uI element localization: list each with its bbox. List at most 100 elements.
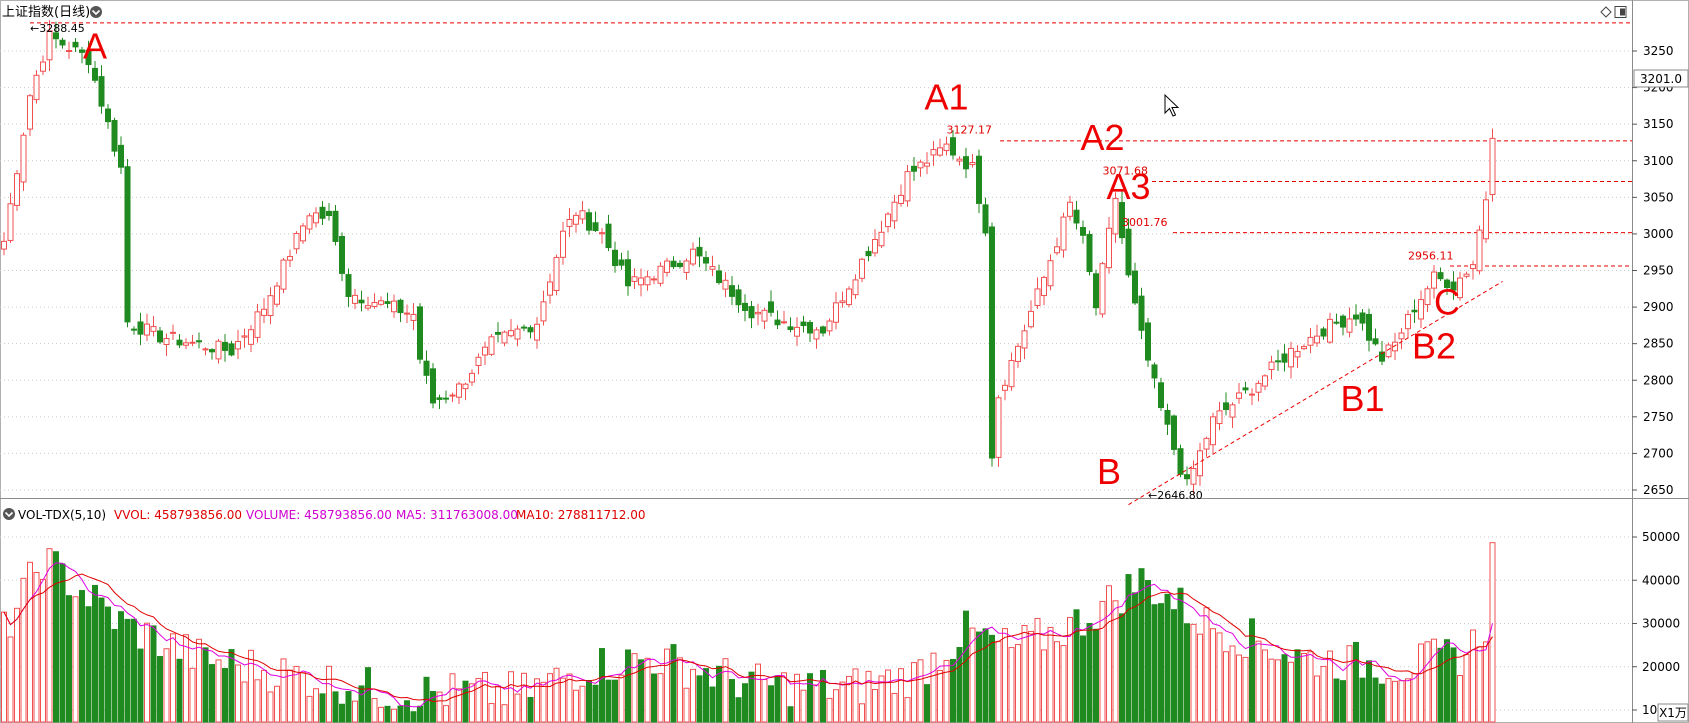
chevron-down-icon[interactable] <box>3 508 15 520</box>
price-tick-label: 3250 <box>1643 44 1674 58</box>
candle-body <box>1021 330 1028 349</box>
candle-body <box>1470 264 1476 270</box>
volume-tick-label: 40000 <box>1642 573 1680 587</box>
candle-body <box>878 231 885 247</box>
candle-body <box>794 326 800 337</box>
volume-bar <box>170 633 176 723</box>
volume-bar <box>1242 656 1249 723</box>
candle-body <box>1216 410 1223 425</box>
volume-bar <box>157 656 163 723</box>
candle-body <box>1418 299 1424 320</box>
candle-body <box>1132 270 1138 304</box>
candle-body <box>118 144 124 168</box>
candle-body <box>1184 474 1190 480</box>
volume-bar <box>1177 587 1184 723</box>
volume-bar <box>1171 609 1177 723</box>
candle-body <box>456 383 462 398</box>
volume-bar <box>1158 603 1164 723</box>
volume-bar <box>436 691 443 723</box>
volume-bar <box>371 698 378 723</box>
candle-body <box>462 383 469 390</box>
price-value-label: ←3288.45 <box>30 22 85 35</box>
volume-bar <box>1203 607 1210 723</box>
candle-body <box>820 326 826 334</box>
volume-bar <box>618 674 625 723</box>
candle-body <box>319 206 326 219</box>
candle-body <box>989 226 995 459</box>
candle-body <box>1424 288 1431 306</box>
chevron-down-icon[interactable] <box>90 6 102 18</box>
price-tick-label: 2900 <box>1643 300 1674 314</box>
volume-bar <box>1255 640 1262 723</box>
candle-body <box>163 337 170 346</box>
price-value-label: ←2646.80 <box>1148 489 1203 502</box>
candle-body <box>306 215 313 230</box>
candle-body <box>664 260 670 273</box>
candle-body <box>170 331 176 334</box>
volume-bar <box>1320 665 1327 723</box>
volume-bar <box>976 631 982 723</box>
volume-bar <box>774 675 781 723</box>
candle-body <box>553 256 560 292</box>
candle-body <box>1047 260 1054 287</box>
diamond-icon[interactable] <box>1600 6 1612 18</box>
volume-bar <box>813 684 820 723</box>
candle-body <box>722 279 729 290</box>
volume-bar <box>898 668 904 723</box>
candle-body <box>612 249 618 267</box>
candle-body <box>1411 309 1418 313</box>
volume-bar <box>1288 661 1294 723</box>
candle-body <box>508 330 514 337</box>
volume-bar <box>1431 638 1437 723</box>
candle-body <box>1307 336 1314 346</box>
candle-body <box>995 397 1002 458</box>
volume-bar <box>1229 645 1236 723</box>
volume-bar <box>800 689 807 723</box>
volume-bar <box>1041 649 1047 723</box>
volume-bar <box>1476 646 1483 723</box>
candle-body <box>228 343 235 356</box>
candle-body <box>1359 312 1366 324</box>
current-price-box: 3201.0 <box>1633 69 1689 88</box>
volume-bar <box>1008 647 1015 723</box>
volume-bar <box>1047 626 1054 723</box>
volume-bar <box>1164 593 1171 723</box>
candle-body <box>852 279 859 296</box>
volume-bar <box>1307 651 1314 723</box>
candle-body <box>761 309 768 322</box>
volume-label: VOLUME: 458793856.00 <box>246 508 392 522</box>
volume-bar <box>872 689 878 723</box>
candle-body <box>1008 359 1015 388</box>
volume-bar <box>1216 632 1223 723</box>
volume-bar <box>963 610 969 723</box>
candle-body <box>696 246 703 257</box>
candle-body <box>716 270 722 284</box>
window-restore-icon[interactable] <box>1614 6 1627 18</box>
volume-bar <box>189 667 196 723</box>
price-tick-label: 3100 <box>1643 154 1674 168</box>
candle-body <box>1314 335 1320 344</box>
volume-bar <box>1073 609 1080 723</box>
volume-bar <box>592 684 599 723</box>
candle-body <box>846 288 852 306</box>
volume-bar <box>586 679 592 723</box>
volume-bar <box>313 688 319 723</box>
candle-body <box>1392 341 1398 352</box>
candle-body <box>1366 313 1372 341</box>
candle-body <box>1028 310 1034 328</box>
volume-bar <box>124 618 131 723</box>
volume-bar <box>969 627 976 723</box>
price-tick-label: 2950 <box>1643 264 1674 278</box>
volume-bar <box>66 595 72 723</box>
volume-bar <box>79 590 85 723</box>
volume-bar <box>1385 678 1392 723</box>
volume-bar <box>228 649 235 723</box>
unit-label: X1万 <box>1659 706 1687 720</box>
candle-body <box>501 331 508 344</box>
volume-bar <box>560 677 566 723</box>
volume-bar <box>709 686 716 723</box>
candle-body <box>313 212 319 224</box>
candle-body <box>839 300 846 304</box>
volume-bar <box>508 671 514 723</box>
candle-body <box>40 61 46 72</box>
